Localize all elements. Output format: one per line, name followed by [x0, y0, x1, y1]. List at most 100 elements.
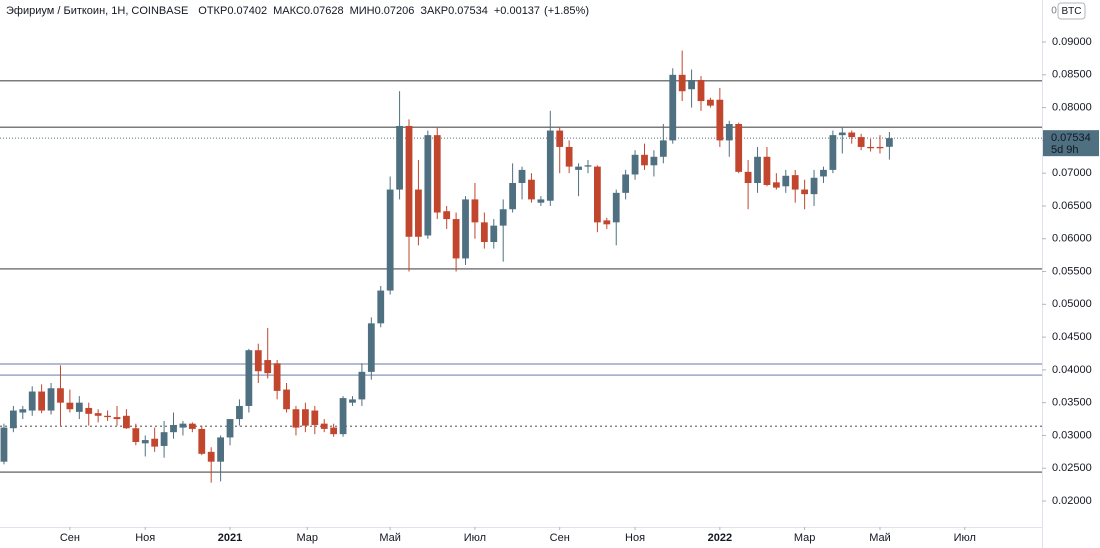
candle-body: [123, 415, 130, 429]
candle-body: [471, 199, 479, 223]
candle-body: [754, 156, 761, 184]
y-tick-label: 0.08500: [1052, 69, 1092, 81]
candle-body: [367, 323, 375, 372]
candle-body: [641, 154, 648, 166]
candle-body: [659, 140, 667, 157]
candle-body: [113, 417, 121, 420]
currency-icon: 0: [1051, 6, 1057, 17]
candle-body: [820, 169, 827, 177]
candle-body: [707, 99, 714, 106]
candle-body: [386, 189, 394, 291]
candle-body: [28, 391, 36, 411]
change-percent: (+1.85%): [544, 5, 589, 17]
candle-body: [9, 410, 17, 429]
candle-body: [443, 211, 451, 220]
candle-body: [697, 80, 705, 102]
y-tick-label: 0.03000: [1052, 429, 1092, 441]
candle-body: [141, 440, 149, 444]
x-tick-label: Июл: [954, 532, 976, 544]
candle-body: [57, 388, 64, 403]
candle-body: [424, 135, 432, 236]
candle-body: [85, 407, 93, 414]
candle-body: [594, 166, 601, 223]
candle-body: [405, 125, 413, 237]
candle-body: [433, 135, 441, 213]
candle-body: [104, 415, 111, 418]
candle-body: [669, 74, 677, 141]
candle-body: [254, 350, 262, 372]
candle-body: [264, 360, 272, 374]
candle-body: [744, 171, 752, 184]
legend-label: МИН: [350, 5, 375, 17]
candle-body: [19, 409, 27, 413]
candle-body: [198, 428, 206, 454]
legend-value: 0.07628: [304, 5, 344, 17]
candle-body: [358, 371, 366, 400]
candle-body: [339, 398, 347, 435]
candle-body: [678, 74, 686, 92]
candle-body: [320, 423, 328, 429]
candle-body: [829, 135, 837, 170]
candle-body: [245, 350, 253, 406]
price-tag: [1043, 130, 1099, 157]
candle-body: [311, 410, 319, 425]
candle-body: [631, 154, 639, 175]
candle-body: [537, 199, 545, 203]
legend-value: 0.07206: [375, 5, 415, 17]
y-tick-label: 0.03500: [1052, 397, 1092, 409]
candle-body: [857, 137, 865, 147]
candle-body: [47, 388, 55, 411]
candle-body: [490, 225, 498, 243]
candle-body: [292, 409, 300, 428]
candle-body: [188, 423, 196, 429]
candle-body: [236, 405, 243, 420]
legend-label: ЗАКР: [420, 5, 448, 17]
candle-body: [151, 438, 159, 447]
candle-body: [217, 437, 224, 462]
candle-body: [480, 222, 488, 243]
candle-body: [377, 290, 385, 324]
y-tick-label: 0.09000: [1052, 36, 1092, 48]
candle-body: [518, 169, 526, 184]
y-tick-label: 0.05000: [1052, 298, 1092, 310]
candle-body: [273, 363, 281, 391]
candle-body: [810, 177, 818, 195]
y-tick-label: 0.04500: [1052, 331, 1092, 343]
currency-badge[interactable]: 0 BTC: [1051, 2, 1086, 20]
header: Эфириум / Биткоин, 1Н, COINBASE ОТКР 0.07…: [6, 5, 589, 17]
currency-box: [1057, 2, 1086, 20]
candle-body: [867, 146, 874, 149]
y-tick-label: 0.06500: [1052, 200, 1092, 212]
candle-body: [886, 138, 893, 147]
candle-body: [716, 99, 724, 141]
candle-body: [612, 192, 620, 223]
candle-body: [509, 183, 517, 210]
candle-body: [160, 432, 168, 446]
x-tick-label: Мар: [297, 532, 319, 544]
candle-body: [603, 220, 611, 225]
candle-body: [565, 146, 573, 167]
candle-body: [226, 419, 234, 438]
candle-body: [791, 175, 799, 190]
candle-body: [66, 402, 74, 410]
candle-body: [207, 451, 215, 462]
x-tick-label: Мар: [794, 532, 816, 544]
candle-body: [528, 179, 535, 200]
candle-body: [330, 427, 338, 435]
candle-body: [179, 423, 187, 428]
x-tick-label: 2022: [708, 532, 732, 544]
candle-body: [170, 424, 177, 433]
price-tag-countdown: 5d 9h: [1051, 144, 1079, 156]
candle-body: [0, 427, 8, 462]
x-tick-label: Ноя: [135, 532, 155, 544]
candle-body: [94, 413, 102, 416]
candle-body: [848, 132, 856, 138]
candle-body: [584, 165, 592, 167]
x-tick-label: Июл: [464, 532, 486, 544]
y-tick-label: 0.07000: [1052, 167, 1092, 179]
currency-label: BTC: [1062, 6, 1082, 17]
candle-body: [462, 199, 469, 259]
candle-body: [452, 219, 460, 259]
candle-body: [838, 132, 846, 136]
y-tick-label: 0.05500: [1052, 265, 1092, 277]
